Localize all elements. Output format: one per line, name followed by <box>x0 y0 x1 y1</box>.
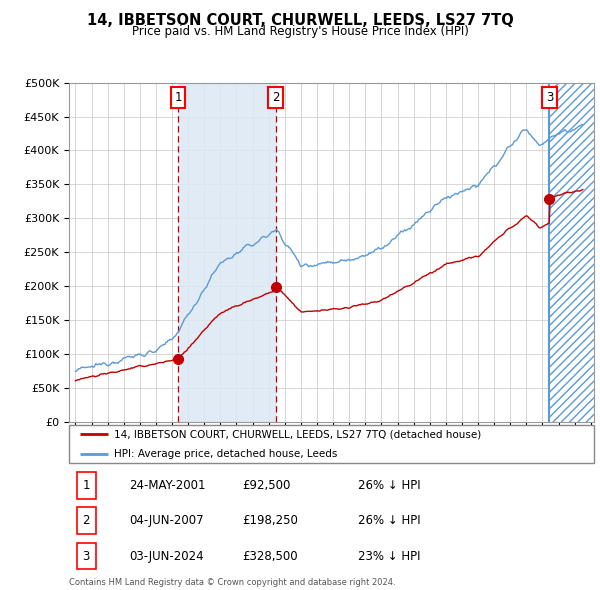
Text: £328,500: £328,500 <box>242 549 298 563</box>
Text: 1: 1 <box>82 478 90 492</box>
Text: £92,500: £92,500 <box>242 478 290 492</box>
Text: 26% ↓ HPI: 26% ↓ HPI <box>358 478 421 492</box>
Text: 03-JUN-2024: 03-JUN-2024 <box>130 549 204 563</box>
FancyBboxPatch shape <box>69 425 594 463</box>
Text: 2: 2 <box>82 514 90 527</box>
Text: 04-JUN-2007: 04-JUN-2007 <box>130 514 204 527</box>
Text: HPI: Average price, detached house, Leeds: HPI: Average price, detached house, Leed… <box>113 448 337 458</box>
Text: £198,250: £198,250 <box>242 514 298 527</box>
Text: 23% ↓ HPI: 23% ↓ HPI <box>358 549 420 563</box>
Text: 26% ↓ HPI: 26% ↓ HPI <box>358 514 421 527</box>
Text: 2: 2 <box>272 91 280 104</box>
Text: 3: 3 <box>546 91 553 104</box>
Text: 14, IBBETSON COURT, CHURWELL, LEEDS, LS27 7TQ (detached house): 14, IBBETSON COURT, CHURWELL, LEEDS, LS2… <box>113 430 481 440</box>
Text: Contains HM Land Registry data © Crown copyright and database right 2024.: Contains HM Land Registry data © Crown c… <box>69 578 395 587</box>
Text: 24-MAY-2001: 24-MAY-2001 <box>130 478 206 492</box>
Text: 1: 1 <box>175 91 182 104</box>
Text: 3: 3 <box>82 549 90 563</box>
Text: 14, IBBETSON COURT, CHURWELL, LEEDS, LS27 7TQ: 14, IBBETSON COURT, CHURWELL, LEEDS, LS2… <box>86 13 514 28</box>
Text: Price paid vs. HM Land Registry's House Price Index (HPI): Price paid vs. HM Land Registry's House … <box>131 25 469 38</box>
